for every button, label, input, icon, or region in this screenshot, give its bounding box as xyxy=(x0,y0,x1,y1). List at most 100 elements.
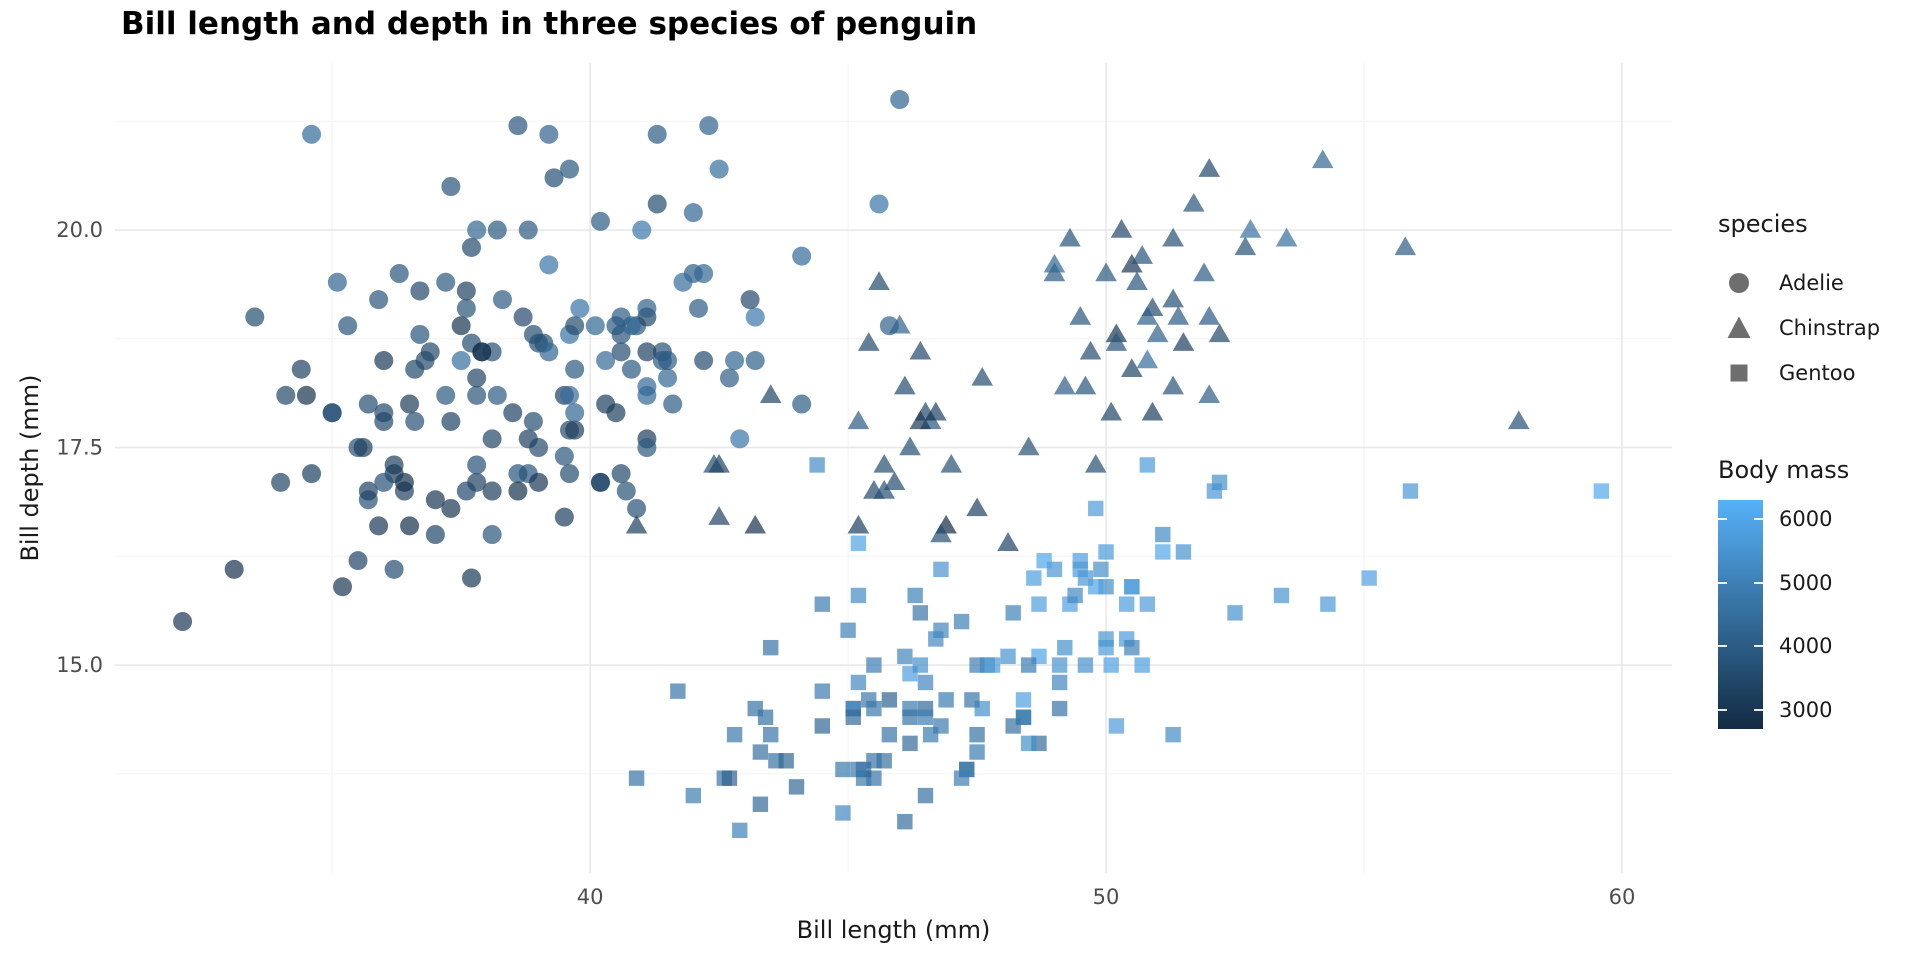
x-tick-label: 50 xyxy=(1093,885,1120,909)
data-point-gentoo xyxy=(933,622,949,638)
data-point-gentoo xyxy=(1015,709,1032,725)
data-point-gentoo xyxy=(1211,474,1228,491)
colorbar-tick xyxy=(1754,708,1763,711)
data-point-chinstrap xyxy=(909,340,932,360)
data-point-gentoo xyxy=(902,735,918,752)
data-point-chinstrap xyxy=(847,410,870,430)
adelie-circle-icon xyxy=(1729,273,1749,293)
data-point-gentoo xyxy=(1103,657,1119,673)
data-point-chinstrap xyxy=(1121,358,1143,377)
data-point-gentoo xyxy=(1593,483,1610,499)
data-point-adelie xyxy=(487,385,507,405)
data-point-adelie xyxy=(461,237,481,257)
data-point-gentoo xyxy=(850,761,867,778)
data-point-adelie xyxy=(508,116,528,136)
data-point-chinstrap xyxy=(1043,253,1066,273)
data-point-adelie xyxy=(694,264,714,284)
data-point-gentoo xyxy=(1067,587,1083,604)
data-point-gentoo xyxy=(763,726,779,743)
data-point-adelie xyxy=(224,559,244,579)
data-point-chinstrap xyxy=(1162,227,1184,247)
data-point-adelie xyxy=(745,307,765,327)
data-point-gentoo xyxy=(1015,692,1032,708)
data-point-chinstrap xyxy=(1053,375,1076,395)
data-point-chinstrap xyxy=(847,514,870,534)
data-point-adelie xyxy=(658,368,678,388)
data-point-gentoo xyxy=(1051,700,1068,717)
data-point-chinstrap xyxy=(1141,401,1164,421)
legend-item-adelie: Adelie xyxy=(1779,271,1844,295)
data-point-chinstrap xyxy=(909,410,932,430)
colorbar-gradient xyxy=(1718,500,1763,729)
data-point-adelie xyxy=(539,124,559,144)
data-point-gentoo xyxy=(1051,657,1068,673)
data-point-gentoo xyxy=(1139,457,1156,473)
data-point-gentoo xyxy=(721,770,738,786)
data-point-adelie xyxy=(709,159,729,179)
data-point-chinstrap xyxy=(925,401,947,421)
data-point-gentoo xyxy=(814,596,831,612)
data-point-chinstrap xyxy=(857,332,880,351)
data-point-gentoo xyxy=(814,683,831,699)
data-point-adelie xyxy=(792,246,812,266)
data-point-adelie xyxy=(632,220,652,240)
data-point-gentoo xyxy=(670,683,686,699)
data-point-chinstrap xyxy=(868,271,890,290)
species-legend-title: species xyxy=(1718,210,1808,238)
data-point-adelie xyxy=(560,464,580,484)
data-point-adelie xyxy=(441,411,461,431)
data-point-chinstrap xyxy=(873,453,896,473)
x-tick-label: 60 xyxy=(1609,885,1636,909)
data-point-chinstrap xyxy=(940,453,963,473)
data-point-adelie xyxy=(374,351,394,371)
data-point-chinstrap xyxy=(894,375,916,395)
data-point-adelie xyxy=(436,385,456,405)
data-point-chinstrap xyxy=(873,480,896,499)
data-point-adelie xyxy=(508,464,528,484)
data-point-gentoo xyxy=(752,744,769,760)
data-point-gentoo xyxy=(1020,735,1037,752)
data-point-gentoo xyxy=(917,709,934,725)
data-point-adelie xyxy=(508,481,528,501)
data-point-gentoo xyxy=(881,692,898,708)
colorbar-tick xyxy=(1754,645,1763,648)
data-point-gentoo xyxy=(1124,579,1140,595)
data-point-adelie xyxy=(400,516,420,536)
data-point-gentoo xyxy=(912,657,929,673)
data-point-gentoo xyxy=(964,692,980,708)
data-point-gentoo xyxy=(1072,561,1088,578)
y-tick-label: 17.5 xyxy=(56,436,103,460)
colorbar-tick-label: 5000 xyxy=(1779,570,1833,595)
colorbar-tick xyxy=(1718,645,1727,648)
data-point-gentoo xyxy=(685,787,702,804)
data-point-adelie xyxy=(456,298,476,318)
data-point-gentoo xyxy=(1057,639,1073,656)
data-point-adelie xyxy=(369,290,389,310)
data-point-adelie xyxy=(358,394,378,414)
data-point-adelie xyxy=(663,394,683,414)
data-point-chinstrap xyxy=(1131,245,1153,264)
data-point-chinstrap xyxy=(966,497,988,517)
data-point-gentoo xyxy=(1051,674,1068,691)
data-point-adelie xyxy=(400,394,420,414)
data-point-gentoo xyxy=(1139,596,1156,612)
data-point-adelie xyxy=(544,168,564,188)
data-point-chinstrap xyxy=(708,506,730,525)
data-point-gentoo xyxy=(726,726,743,743)
data-point-adelie xyxy=(647,194,667,214)
data-point-adelie xyxy=(683,203,703,223)
data-point-chinstrap xyxy=(1110,219,1133,238)
data-point-adelie xyxy=(554,446,574,466)
legend-item-gentoo: Gentoo xyxy=(1779,361,1856,385)
data-point-chinstrap xyxy=(899,436,921,456)
data-point-chinstrap xyxy=(1198,306,1221,325)
data-point-adelie xyxy=(529,472,549,492)
data-point-chinstrap xyxy=(1193,262,1215,282)
data-point-gentoo xyxy=(1088,579,1104,595)
data-point-adelie xyxy=(302,124,322,144)
data-point-adelie xyxy=(472,342,492,362)
data-point-chinstrap xyxy=(1234,236,1257,256)
data-point-adelie xyxy=(596,351,616,371)
data-point-gentoo xyxy=(778,753,794,769)
